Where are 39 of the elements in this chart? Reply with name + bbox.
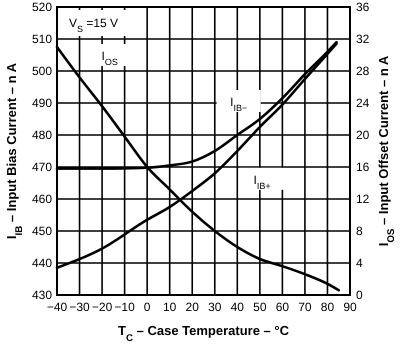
x-tick-label: −40 [46, 300, 68, 314]
x-tick-label: 40 [230, 300, 244, 314]
y-tick-label: 510 [32, 32, 52, 46]
x-tick-label: 60 [276, 300, 290, 314]
y-tick-label: 500 [32, 64, 52, 78]
x-tick-label: 30 [208, 300, 222, 314]
y2-tick-label: 24 [356, 96, 370, 110]
y2-tick-label: 8 [356, 224, 363, 238]
y-tick-label: 450 [32, 224, 52, 238]
y-tick-label: 460 [32, 192, 52, 206]
x-tick-label: 90 [343, 300, 357, 314]
series-label: I$_{OS}$ [102, 48, 118, 67]
x-tick-label: −20 [92, 300, 113, 314]
x-tick-label: 20 [186, 300, 200, 314]
y2-tick-label: 12 [356, 192, 370, 206]
x-tick-label: 50 [253, 300, 267, 314]
y2-tick-label: 32 [356, 32, 370, 46]
y2-tick-label: 16 [356, 160, 370, 174]
y2-tick-label: 0 [356, 288, 363, 302]
x-tick-label: 0 [144, 300, 151, 314]
x-tick-label: 70 [298, 300, 312, 314]
y-tick-label: 470 [32, 160, 52, 174]
x-tick-label: −30 [69, 300, 90, 314]
x-tick-label: 80 [320, 300, 334, 314]
y2-tick-label: 4 [356, 256, 363, 270]
x-tick-label: −10 [114, 300, 136, 314]
y-tick-label: 480 [32, 128, 52, 142]
y-tick-label: 520 [32, 0, 52, 14]
y2-tick-label: 36 [356, 0, 370, 14]
y-tick-label: 490 [32, 96, 52, 110]
x-axis-title: T$_{C}$ – Case Temperature – °C [118, 323, 290, 344]
text: I$_{IB+}$ [254, 172, 271, 191]
y-tick-label: 430 [32, 288, 52, 302]
annotation: V$_{S}$ =15 V [69, 16, 118, 34]
series-label: I$_{IB−}$ [230, 95, 248, 114]
y2-tick-label: 20 [356, 128, 370, 142]
y2-tick-label: 28 [356, 64, 370, 78]
y-tick-label: 440 [32, 256, 52, 270]
x-tick-label: 10 [163, 300, 177, 314]
